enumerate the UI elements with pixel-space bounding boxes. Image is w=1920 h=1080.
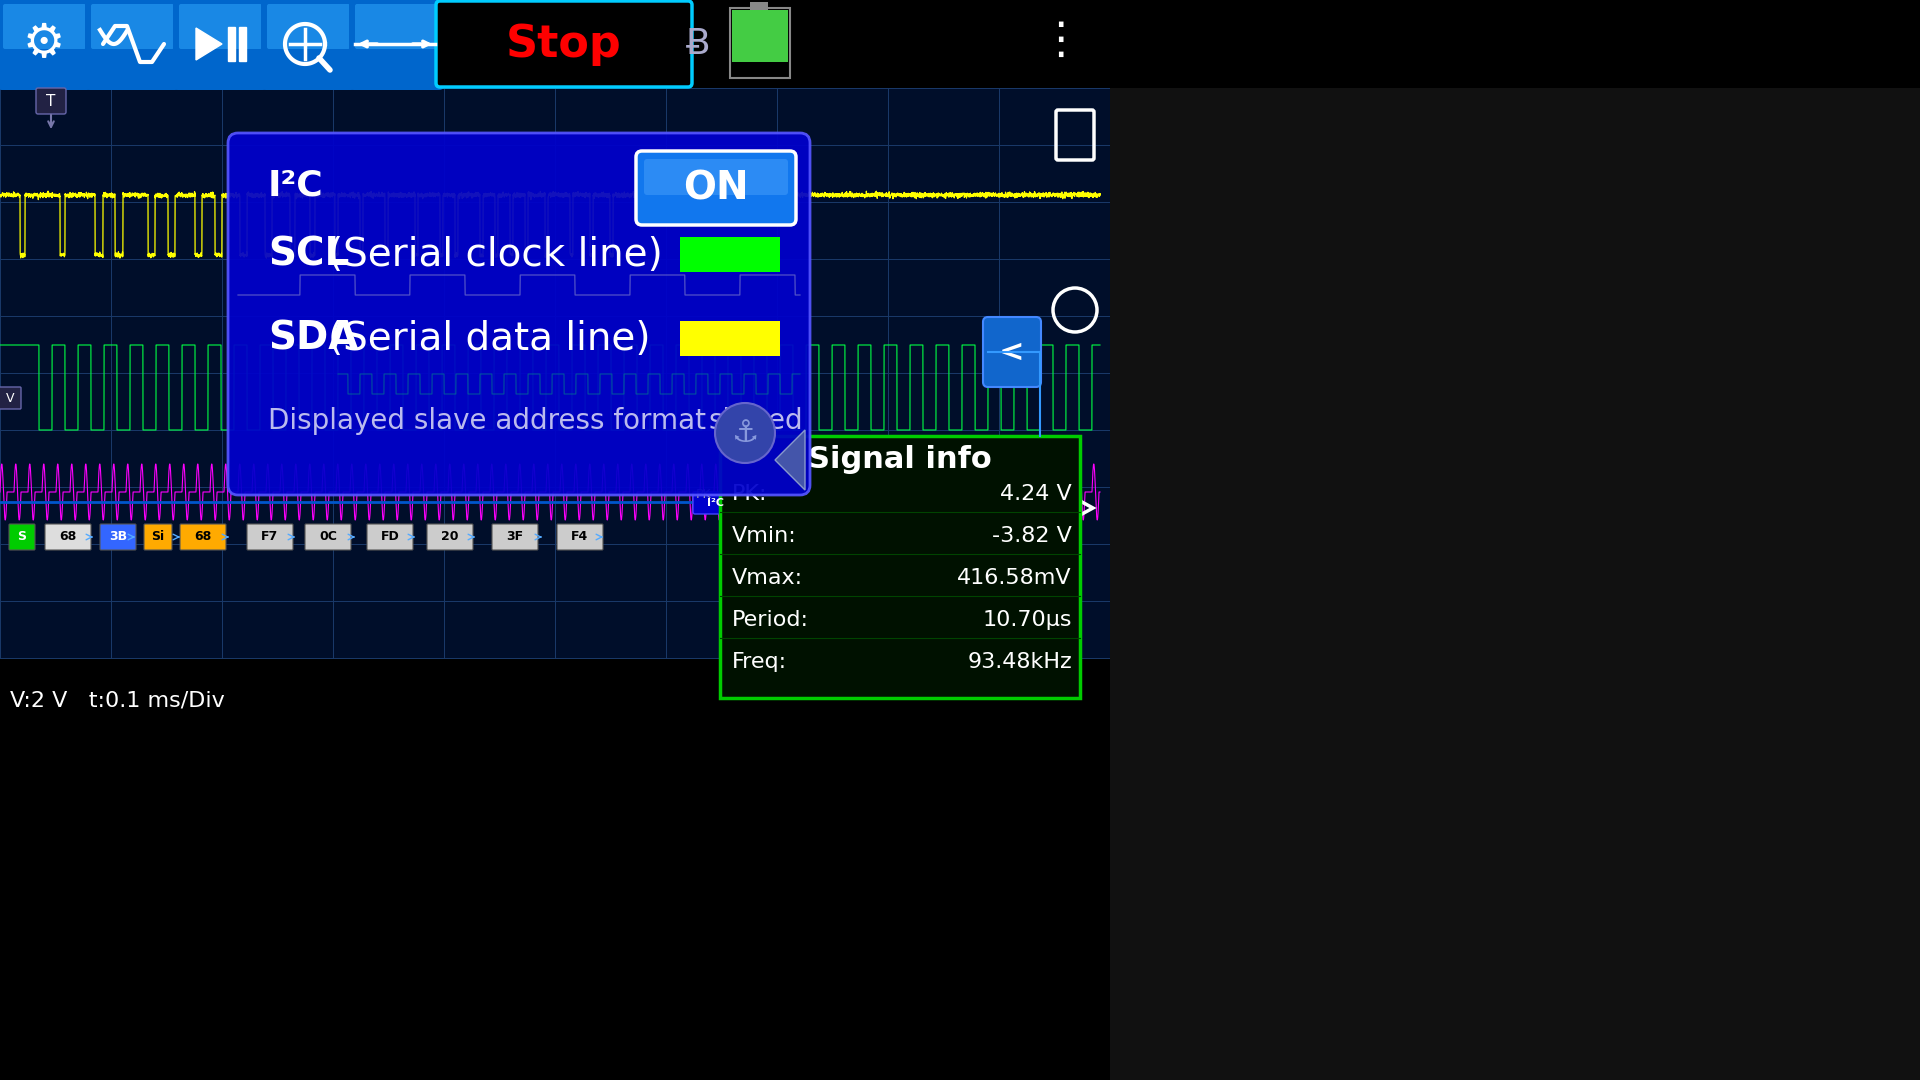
Text: 416.58mV: 416.58mV	[958, 568, 1071, 588]
FancyBboxPatch shape	[261, 0, 355, 90]
FancyBboxPatch shape	[426, 524, 472, 550]
Bar	[732, 10, 787, 62]
Text: 0C: 0C	[319, 530, 336, 543]
Text: <: <	[998, 337, 1025, 366]
Text: PK:: PK:	[732, 484, 768, 504]
Bar	[0, 0, 1920, 87]
FancyBboxPatch shape	[693, 492, 739, 514]
Polygon shape	[228, 27, 234, 60]
Text: ⋮: ⋮	[1037, 18, 1083, 62]
Text: Stop: Stop	[507, 23, 622, 66]
Text: Displayed slave address format: Displayed slave address format	[269, 407, 707, 435]
Text: SCL: SCL	[269, 237, 349, 274]
Text: 68: 68	[194, 530, 211, 543]
Bar	[751, 2, 768, 10]
FancyBboxPatch shape	[355, 4, 438, 49]
Text: (Serial clock line): (Serial clock line)	[328, 237, 662, 274]
Text: 3F: 3F	[507, 530, 524, 543]
Text: (Serial data line): (Serial data line)	[328, 320, 651, 357]
FancyBboxPatch shape	[643, 159, 787, 195]
FancyBboxPatch shape	[228, 133, 810, 495]
Text: Vmin:: Vmin:	[732, 526, 797, 546]
Text: Si: Si	[152, 530, 165, 543]
FancyBboxPatch shape	[84, 0, 180, 90]
FancyBboxPatch shape	[100, 524, 136, 550]
Text: 93.48kHz: 93.48kHz	[968, 652, 1071, 672]
FancyBboxPatch shape	[36, 87, 65, 114]
Polygon shape	[238, 27, 246, 60]
Polygon shape	[776, 430, 804, 490]
FancyBboxPatch shape	[173, 0, 269, 90]
Bar	[720, 436, 1079, 698]
FancyBboxPatch shape	[0, 387, 21, 409]
FancyBboxPatch shape	[557, 524, 603, 550]
Text: ⚙: ⚙	[23, 22, 65, 67]
FancyBboxPatch shape	[349, 0, 444, 90]
Bar	[0, 87, 1110, 658]
Text: 10.70μs: 10.70μs	[983, 610, 1071, 630]
FancyBboxPatch shape	[144, 524, 173, 550]
Bar	[680, 321, 780, 356]
Text: Period:: Period:	[732, 610, 808, 630]
Polygon shape	[196, 28, 223, 60]
Text: shifted: shifted	[708, 407, 803, 435]
Text: Signal info: Signal info	[808, 445, 993, 474]
FancyBboxPatch shape	[10, 524, 35, 550]
Text: ON: ON	[684, 168, 749, 207]
FancyBboxPatch shape	[4, 4, 86, 49]
FancyBboxPatch shape	[248, 524, 294, 550]
Text: V: V	[6, 391, 13, 405]
FancyBboxPatch shape	[44, 524, 90, 550]
FancyBboxPatch shape	[0, 0, 92, 90]
Bar	[730, 8, 789, 78]
FancyBboxPatch shape	[636, 151, 797, 225]
Text: Vmax:: Vmax:	[732, 568, 803, 588]
FancyBboxPatch shape	[179, 4, 261, 49]
Text: SDA: SDA	[269, 320, 359, 357]
Bar	[0, 660, 1110, 748]
Text: Ƀ: Ƀ	[685, 27, 710, 60]
Bar	[680, 237, 780, 272]
Text: 4.24 V: 4.24 V	[1000, 484, 1071, 504]
FancyBboxPatch shape	[267, 4, 349, 49]
Text: ⚓: ⚓	[732, 418, 758, 447]
FancyBboxPatch shape	[492, 524, 538, 550]
FancyBboxPatch shape	[367, 524, 413, 550]
Text: T: T	[46, 94, 56, 108]
Text: F7: F7	[261, 530, 278, 543]
Text: FD: FD	[380, 530, 399, 543]
FancyBboxPatch shape	[983, 318, 1041, 387]
Text: Freq:: Freq:	[732, 652, 787, 672]
Text: F4: F4	[572, 530, 589, 543]
Text: V:2 V   t:0.1 ms/Div: V:2 V t:0.1 ms/Div	[10, 690, 225, 710]
Text: 20: 20	[442, 530, 459, 543]
Text: PK–: PK–	[697, 487, 718, 500]
Text: I²C: I²C	[269, 168, 324, 202]
FancyBboxPatch shape	[305, 524, 351, 550]
FancyBboxPatch shape	[180, 524, 227, 550]
FancyBboxPatch shape	[90, 4, 175, 49]
Bar	[1110, 0, 1920, 1080]
Text: -3.82 V: -3.82 V	[993, 526, 1071, 546]
Text: 68: 68	[60, 530, 77, 543]
FancyBboxPatch shape	[436, 1, 691, 87]
Text: 3B: 3B	[109, 530, 127, 543]
Text: I²C: I²C	[707, 498, 724, 508]
Circle shape	[714, 403, 776, 463]
Text: S: S	[17, 530, 27, 543]
